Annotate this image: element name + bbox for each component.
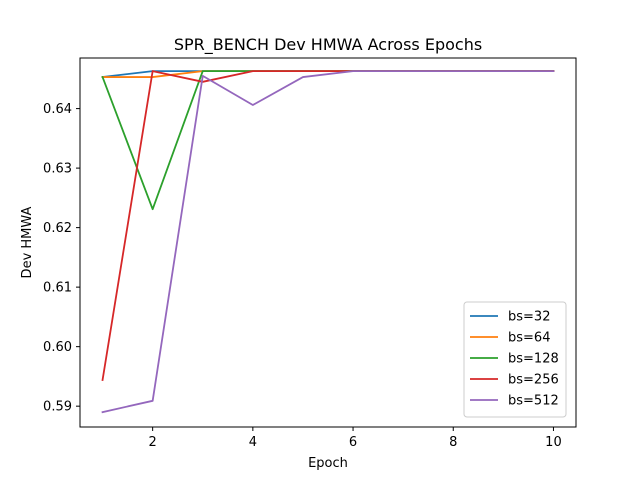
x-tick-label: 10 bbox=[545, 435, 562, 450]
x-tick-label: 2 bbox=[149, 435, 157, 450]
y-tick-label: 0.62 bbox=[43, 221, 72, 236]
y-tick-label: 0.59 bbox=[43, 400, 72, 415]
legend-label-4: bs=512 bbox=[508, 394, 559, 409]
y-tick-label: 0.63 bbox=[43, 162, 72, 177]
series-line-4 bbox=[101, 70, 555, 414]
legend-label-2: bs=128 bbox=[508, 352, 559, 367]
axes-frame bbox=[79, 57, 577, 428]
y-axis-label: Dev HMWA bbox=[20, 206, 35, 278]
legend: bs=32 bs=64 bs=128 bs=256 bs=512 bbox=[463, 301, 567, 418]
legend-box bbox=[463, 301, 567, 418]
y-tick-label: 0.60 bbox=[43, 340, 72, 355]
plot-lines bbox=[101, 70, 555, 414]
chart-title: SPR_BENCH Dev HMWA Across Epochs bbox=[174, 35, 482, 55]
legend-label-0: bs=32 bbox=[508, 310, 550, 325]
x-tick-label: 6 bbox=[349, 435, 357, 450]
y-axis-ticks: 0.59 0.60 0.61 0.62 0.63 0.64 bbox=[43, 102, 80, 415]
y-tick-label: 0.61 bbox=[43, 281, 72, 296]
x-tick-label: 8 bbox=[449, 435, 457, 450]
x-axis-ticks: 2 4 6 8 10 bbox=[149, 427, 562, 450]
x-axis-label: Epoch bbox=[308, 456, 348, 471]
x-tick-label: 4 bbox=[249, 435, 257, 450]
legend-label-3: bs=256 bbox=[508, 373, 559, 388]
legend-label-1: bs=64 bbox=[508, 331, 550, 346]
y-tick-label: 0.64 bbox=[43, 102, 72, 117]
